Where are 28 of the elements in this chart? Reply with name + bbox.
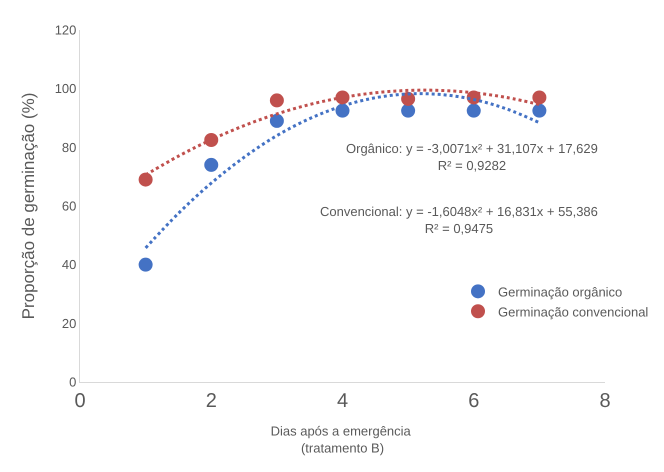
y-tick-label: 60 (62, 198, 76, 214)
x-tick-label: 6 (468, 390, 480, 412)
y-tick-label: 100 (54, 81, 76, 96)
x-tick-label: 2 (206, 390, 217, 412)
point (270, 114, 284, 128)
annotation: Orgânico: y = -3,0071x² + 31,107x + 17,629 R² = 0,9282 (346, 141, 598, 173)
point (401, 104, 416, 118)
x-axis-title: Dias após a emergência (tratamento B) (270, 424, 414, 456)
y-axis-title: Proporção de germinação (%) (19, 92, 38, 320)
annotation: Convencional: y = -1,6048x² + 16,831x + 55,386 R² = 0,9475 (320, 204, 598, 236)
legend-label: Germinação orgânico (498, 284, 622, 300)
point (204, 158, 218, 172)
x-tick-label: 8 (599, 390, 611, 412)
y-tick-label: 0 (69, 374, 76, 390)
point (138, 258, 153, 272)
point (466, 104, 481, 118)
point (532, 90, 546, 104)
y-tick-label: 80 (62, 140, 76, 155)
line-series (144, 92, 541, 250)
point (532, 104, 546, 118)
point (138, 172, 153, 187)
point (401, 92, 416, 106)
x-tick-label: 4 (336, 390, 348, 412)
y-tick-label: 120 (54, 22, 76, 38)
y-tick-label: 40 (62, 257, 76, 272)
legend-label: Germinação convencional (498, 304, 648, 320)
point (270, 93, 284, 108)
y-tick-label: 20 (62, 316, 76, 331)
